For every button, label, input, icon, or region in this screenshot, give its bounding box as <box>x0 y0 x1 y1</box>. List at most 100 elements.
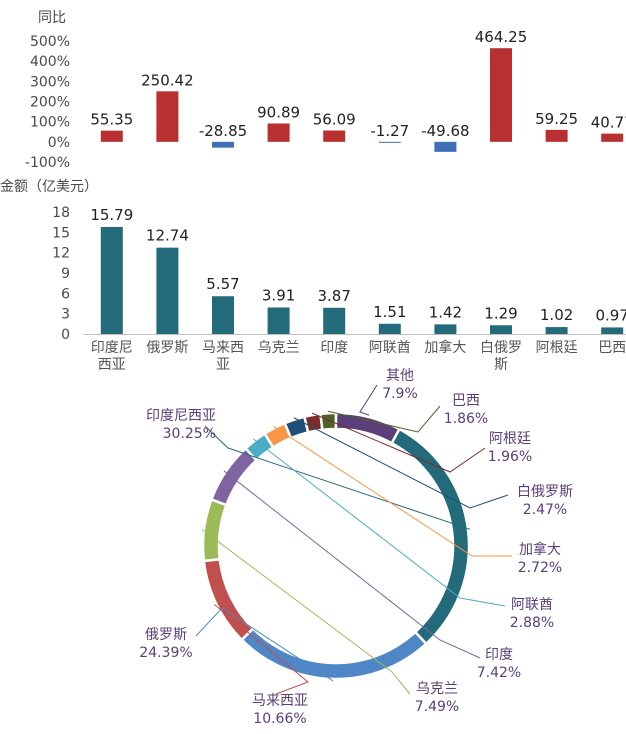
donut-leader-line <box>359 384 378 416</box>
amount-value-label: 3.87 <box>317 287 350 305</box>
yoy-y-tick-label: 200% <box>30 95 70 111</box>
amount-category-label: 白俄罗 <box>480 340 522 356</box>
donut-slice <box>334 411 402 445</box>
yoy-value-label: 55.35 <box>90 111 133 129</box>
donut-slice-percent: 7.42% <box>477 665 521 681</box>
yoy-bar <box>378 141 401 143</box>
amount-value-label: 12.74 <box>146 227 189 245</box>
amount-value-label: 1.42 <box>429 303 462 321</box>
amount-bar <box>212 296 234 334</box>
amount-category-label: 印度尼 <box>91 340 133 356</box>
amount-bars <box>100 226 624 334</box>
yoy-bar <box>490 48 512 142</box>
yoy-y-tick-label: 0% <box>48 135 70 151</box>
donut-slice <box>239 626 428 681</box>
amount-value-label: 5.57 <box>206 275 239 293</box>
donut-leader-line <box>273 425 512 557</box>
yoy-bar <box>601 133 624 142</box>
amount-category-label: 阿联酋 <box>369 339 411 356</box>
yoy-bar <box>545 129 568 142</box>
yoy-bar <box>100 130 123 142</box>
donut-slice-name: 阿根廷 <box>489 431 531 447</box>
amount-bar <box>434 324 457 334</box>
donut-slice-name: 巴西 <box>452 393 480 409</box>
yoy-bar <box>267 123 290 142</box>
share-donut-chart: 印度尼西亚 30.25% 俄罗斯 24.39% 马来西亚 10.66% 乌克兰 7.49% 印度… <box>139 368 573 727</box>
donut-slice-percent: 2.72% <box>518 560 562 576</box>
donut-slice-name: 马来西亚 <box>252 693 308 709</box>
donut-slice-name: 印度 <box>485 647 513 663</box>
amount-category-label: 俄罗斯 <box>146 340 188 356</box>
amount-y-tick-label: 3 <box>61 307 70 323</box>
donut-slice-percent: 2.88% <box>510 615 554 631</box>
donut-slice-name: 阿联酋 <box>511 596 553 613</box>
yoy-bar <box>434 141 457 152</box>
donut-slice-percent: 24.39% <box>139 645 192 661</box>
amount-chart: 金额（亿美元） 18 15 12 9 6 3 0 15.79 12.74 5.57 3.91 3.8… <box>0 179 626 373</box>
donut-leader-line <box>195 607 334 682</box>
amount-y-tick-label: 12 <box>52 246 70 262</box>
amount-value-label: 0.97 <box>595 306 626 324</box>
donut-slice-percent: 2.47% <box>523 502 567 518</box>
donut-leader-line <box>214 604 309 695</box>
amount-bar <box>323 307 346 334</box>
donut-slice-name: 加拿大 <box>519 541 561 558</box>
yoy-y-tick-label: 400% <box>30 54 70 70</box>
amount-value-label: 1.29 <box>484 304 517 322</box>
donut-slice-percent: 30.25% <box>163 426 216 442</box>
donut-slice <box>319 411 338 432</box>
donut-slice <box>202 557 255 642</box>
donut-leader-line <box>253 438 506 607</box>
donut-slice <box>201 497 229 563</box>
amount-category-label: 乌克兰 <box>258 340 300 356</box>
amount-y-tick-label: 0 <box>61 327 70 343</box>
amount-y-axis-title: 金额（亿美元） <box>0 179 98 195</box>
donut-leader-line <box>311 412 486 473</box>
yoy-value-label: 56.09 <box>313 111 356 129</box>
amount-bar <box>490 325 512 334</box>
amount-y-tick-label: 9 <box>61 266 70 282</box>
amount-bar <box>156 247 179 334</box>
donut-slice-name: 乌克兰 <box>416 681 458 697</box>
yoy-bar <box>156 91 179 142</box>
yoy-y-tick-label: -100% <box>25 155 70 171</box>
donut-slice-percent: 7.9% <box>382 386 418 402</box>
amount-category-label: 马来西 <box>202 340 244 356</box>
donut-slice-name: 白俄罗斯 <box>517 484 573 500</box>
amount-category-label: 亚 <box>216 357 230 373</box>
amount-y-tick-label: 6 <box>61 286 70 302</box>
amount-value-label: 3.91 <box>262 286 295 304</box>
donut-leader-line <box>328 405 441 433</box>
amount-bar <box>378 323 401 334</box>
donut-leader-line <box>223 470 481 659</box>
amount-bar <box>267 307 290 334</box>
yoy-value-label: -49.68 <box>421 122 469 140</box>
donut-slice-percent: 10.66% <box>253 711 306 727</box>
amount-category-label: 印度 <box>320 340 348 356</box>
donut-labels: 印度尼西亚 30.25% 俄罗斯 24.39% 马来西亚 10.66% 乌克兰 7.49% 印度… <box>139 368 573 727</box>
donut-slice <box>209 446 259 507</box>
amount-value-label: 1.02 <box>540 306 573 324</box>
yoy-value-label: 250.42 <box>141 71 194 89</box>
amount-value-label: 1.51 <box>373 303 406 321</box>
amount-category-label: 加拿大 <box>424 339 466 356</box>
yoy-bars <box>100 48 624 152</box>
donut-leader-line <box>201 529 411 695</box>
donut-slice-percent: 1.96% <box>488 449 532 465</box>
yoy-value-label: 90.89 <box>257 104 300 122</box>
yoy-value-label: 464.25 <box>475 28 528 46</box>
amount-y-ticks: 18 15 12 9 6 3 0 <box>52 205 70 343</box>
yoy-chart: 同比 500% 400% 300% 200% 100% 0% -100% 55.35 250.… <box>25 10 626 171</box>
yoy-bar <box>212 141 234 148</box>
amount-y-tick-label: 18 <box>52 205 70 221</box>
donut-slice-percent: 7.49% <box>415 699 459 715</box>
donut-slice-percent: 1.86% <box>444 411 488 427</box>
amount-category-labels: 印度尼西亚 俄罗斯 马来西亚 乌克兰 印度 阿联酋 加拿大 白俄罗斯 阿根廷 巴西 <box>91 339 626 373</box>
donut-leader-line <box>293 417 509 509</box>
yoy-value-label: -1.27 <box>370 122 409 140</box>
amount-category-label: 西亚 <box>98 357 126 373</box>
amount-category-label: 阿根廷 <box>536 340 578 356</box>
yoy-y-tick-label: 300% <box>30 74 70 90</box>
yoy-value-label: -28.85 <box>199 122 247 140</box>
